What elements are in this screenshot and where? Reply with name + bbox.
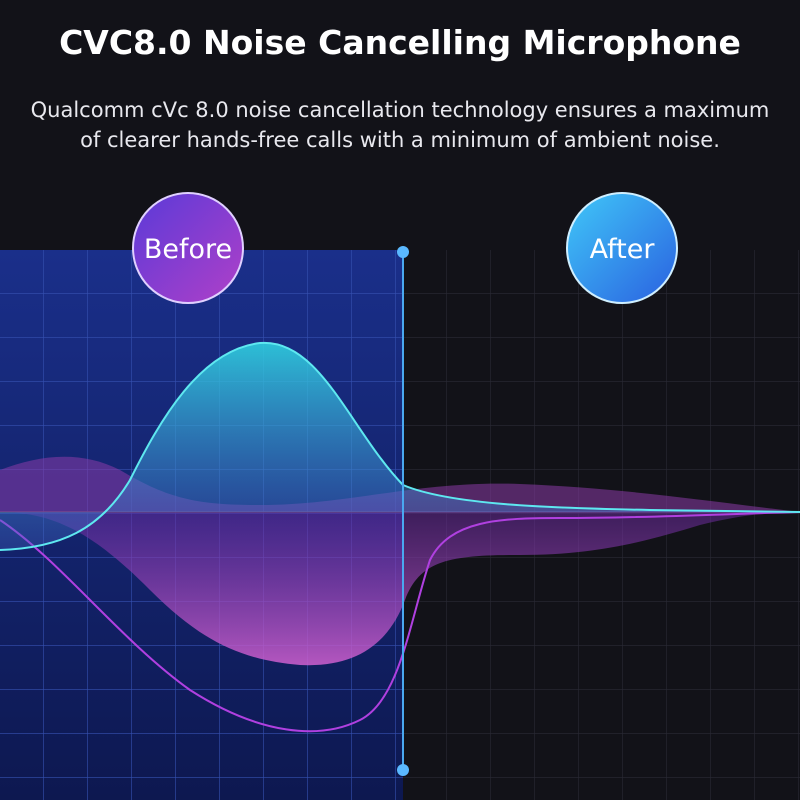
noise-line [0, 511, 800, 733]
divider-dot [397, 246, 409, 258]
after-label: After [590, 234, 656, 265]
noise-wave [0, 456, 800, 512]
voice-line [0, 341, 800, 551]
subtitle: of clearer hands-free calls with a minim… [80, 128, 720, 152]
after-badge [566, 192, 678, 304]
noise-wave [0, 512, 800, 666]
voice-wave [0, 342, 800, 550]
divider-dot [397, 764, 409, 776]
title: CVC8.0 Noise Cancelling Microphone [59, 23, 741, 62]
subtitle: Qualcomm cVc 8.0 noise cancellation tech… [31, 98, 770, 122]
before-label: Before [144, 234, 232, 265]
before-badge [132, 192, 244, 304]
